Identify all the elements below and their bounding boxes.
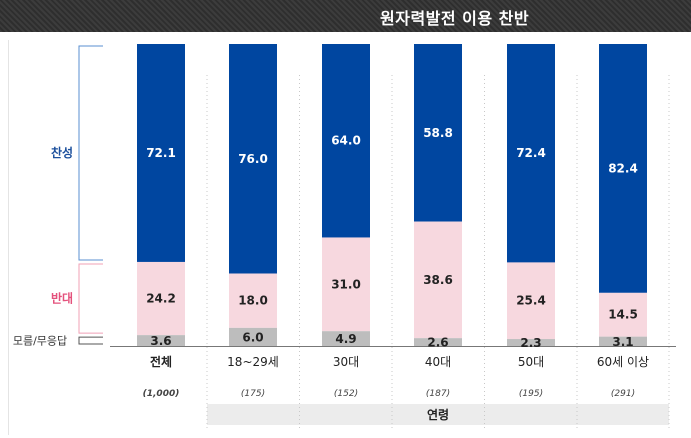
bar-favor: [229, 44, 277, 274]
sample-size-label: (1,000): [143, 389, 180, 399]
bar-unknown: [507, 339, 555, 346]
bar-favor: [414, 44, 462, 222]
data-label-favor: 76.0: [238, 152, 268, 166]
bar-unknown: [229, 327, 277, 346]
bar-favor: [599, 44, 647, 293]
data-label-favor: 64.0: [331, 134, 361, 148]
data-label-oppose: 25.4: [516, 294, 546, 308]
category-label: 18~29세: [227, 355, 279, 369]
data-label-favor: 82.4: [608, 161, 638, 175]
bar-favor: [137, 44, 185, 262]
data-label-unknown: 2.6: [427, 336, 448, 350]
data-label-oppose: 38.6: [423, 273, 453, 287]
sample-size-label: (291): [611, 389, 635, 399]
group-label: 연령: [427, 407, 449, 422]
title-bar: 원자력발전 이용 찬반: [0, 0, 691, 32]
data-label-unknown: 3.6: [150, 334, 171, 348]
legend-label-favor: 찬성: [51, 145, 73, 160]
data-label-oppose: 24.2: [146, 292, 176, 306]
bar-unknown: [137, 335, 185, 346]
category-label: 60세 이상: [597, 355, 649, 369]
bar-oppose: [599, 292, 647, 337]
category-label: 50대: [518, 355, 544, 369]
data-label-oppose: 31.0: [331, 277, 361, 291]
data-label-favor: 58.8: [423, 126, 453, 140]
left-divider: [8, 40, 9, 435]
sample-size-label: (175): [241, 389, 265, 399]
data-label-unknown: 4.9: [335, 332, 356, 346]
group-band: [207, 404, 669, 425]
chart-title: 원자력발전 이용 찬반: [380, 9, 530, 28]
data-label-oppose: 14.5: [608, 308, 638, 322]
bar-favor: [322, 44, 370, 238]
legend-bracket-oppose: [78, 263, 103, 334]
bar-oppose: [229, 273, 277, 328]
bar-unknown: [599, 336, 647, 346]
bar-unknown: [322, 331, 370, 346]
bar-oppose: [322, 237, 370, 332]
legend-bracket-unknown: [78, 336, 103, 345]
data-label-favor: 72.1: [146, 146, 176, 160]
data-label-unknown: 6.0: [242, 330, 263, 344]
category-label: 전체: [150, 354, 172, 369]
bar-unknown: [414, 338, 462, 346]
data-label-oppose: 18.0: [238, 294, 268, 308]
data-label-unknown: 2.3: [520, 336, 541, 350]
category-label: 40대: [425, 355, 451, 369]
legend-label-oppose: 반대: [51, 291, 73, 306]
legend-bracket-favor: [78, 45, 103, 261]
sample-size-label: (187): [426, 389, 450, 399]
bar-oppose: [137, 261, 185, 336]
bar-oppose: [414, 221, 462, 339]
data-label-favor: 72.4: [516, 146, 546, 160]
category-label: 30대: [333, 355, 359, 369]
data-label-unknown: 3.1: [612, 335, 633, 349]
sample-size-label: (195): [519, 389, 543, 399]
bar-oppose: [507, 262, 555, 340]
bar-favor: [507, 44, 555, 263]
legend-label-unknown: 모름/무응답: [13, 335, 67, 348]
sample-size-label: (152): [334, 389, 358, 399]
